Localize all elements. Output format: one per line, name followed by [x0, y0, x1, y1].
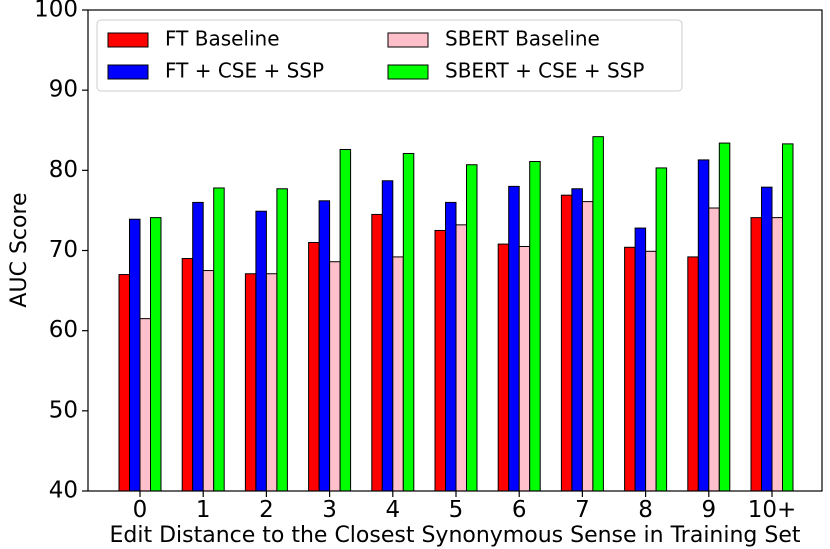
legend-swatch [107, 64, 149, 80]
bar-ft-baseline-3 [308, 241, 320, 492]
bar-ft-baseline-0 [118, 274, 130, 492]
bar-ft-baseline-7 [560, 194, 573, 492]
bar-sbert-cse-ssp-1 [213, 187, 225, 492]
bar-sbert-baseline-10plus [771, 217, 783, 492]
bar-sbert-baseline-4 [392, 256, 404, 492]
x-tick-label: 1 [196, 497, 211, 523]
x-tick-label: 6 [512, 497, 527, 523]
bar-sbert-cse-ssp-0 [150, 217, 162, 492]
bar-ft-baseline-8 [624, 246, 636, 492]
bar-sbert-baseline-2 [265, 273, 278, 492]
bar-sbert-baseline-1 [202, 270, 215, 492]
bar-sbert-baseline-9 [708, 207, 720, 492]
bar-sbert-cse-ssp-2 [276, 188, 288, 492]
bar-sbert-baseline-3 [329, 261, 341, 492]
x-axis-label: Edit Distance to the Closest Synonymous … [109, 523, 800, 548]
bar-sbert-baseline-0 [139, 318, 151, 492]
legend-frame [96, 19, 683, 92]
x-tick-label: 3 [322, 497, 337, 523]
legend-swatch [387, 32, 429, 48]
bar-ft-cse-ssp-6 [508, 185, 520, 492]
y-tick-label: 90 [49, 77, 78, 103]
bar-ft-baseline-5 [434, 229, 446, 492]
bar-sbert-baseline-6 [518, 245, 531, 492]
bar-sbert-cse-ssp-5 [466, 164, 478, 492]
bar-sbert-cse-ssp-8 [655, 167, 668, 492]
legend-swatch [387, 64, 429, 80]
bar-ft-cse-ssp-8 [634, 227, 647, 492]
x-tick-label: 2 [259, 497, 274, 523]
x-axis-ticks: 0 1 2 3 4 5 6 7 8 9 10+ [133, 491, 797, 523]
bar-ft-cse-ssp-9 [697, 159, 710, 492]
bar-ft-cse-ssp-1 [192, 201, 204, 492]
x-tick-label: 8 [638, 497, 653, 523]
x-tick-label: 0 [133, 497, 148, 523]
bar-sbert-cse-ssp-4 [402, 153, 415, 492]
x-tick-label: 9 [701, 497, 716, 523]
legend-label: SBERT + CSE + SSP [445, 59, 644, 83]
bars-group [118, 136, 794, 492]
bar-ft-cse-ssp-5 [445, 201, 457, 492]
bar-ft-baseline-10plus [750, 217, 762, 492]
legend-swatch [107, 32, 149, 48]
bar-ft-cse-ssp-2 [255, 210, 267, 492]
y-tick-label: 80 [49, 157, 78, 183]
bar-sbert-baseline-5 [455, 224, 467, 492]
bar-sbert-cse-ssp-9 [718, 142, 731, 492]
y-tick-label: 50 [49, 397, 78, 423]
y-tick-label: 100 [34, 0, 78, 23]
x-tick-label: 7 [575, 497, 590, 523]
bar-ft-baseline-4 [371, 213, 383, 492]
bar-ft-baseline-9 [687, 256, 699, 492]
bar-ft-cse-ssp-10plus [761, 186, 773, 492]
x-tick-label: 4 [385, 497, 400, 523]
bar-ft-baseline-2 [244, 273, 257, 492]
bar-ft-baseline-6 [497, 243, 510, 492]
y-axis-ticks: 40 50 60 70 80 90 100 [34, 0, 88, 504]
legend-label: SBERT Baseline [445, 27, 600, 51]
bar-ft-cse-ssp-7 [571, 188, 583, 492]
x-tick-label: 10+ [748, 497, 797, 523]
legend: FT Baseline FT + CSE + SSP SBERT Baseline S… [96, 19, 683, 92]
bar-ft-cse-ssp-0 [129, 218, 141, 492]
plot-frame [87, 9, 823, 492]
bar-sbert-baseline-7 [581, 201, 594, 492]
bar-sbert-cse-ssp-6 [529, 161, 541, 492]
legend-label: FT Baseline [165, 27, 280, 51]
bar-sbert-cse-ssp-3 [339, 148, 352, 492]
bar-ft-cse-ssp-3 [318, 200, 331, 492]
bar-sbert-cse-ssp-10plus [782, 143, 794, 492]
bar-sbert-baseline-8 [645, 250, 657, 492]
y-axis-label: AUC Score [7, 192, 32, 307]
y-tick-label: 40 [49, 478, 78, 504]
y-tick-label: 60 [49, 317, 78, 343]
bar-sbert-cse-ssp-7 [592, 136, 604, 492]
legend-label: FT + CSE + SSP [165, 59, 324, 83]
bar-ft-cse-ssp-4 [381, 180, 394, 492]
bar-ft-baseline-1 [181, 258, 194, 492]
x-tick-label: 5 [449, 497, 464, 523]
y-tick-label: 70 [49, 237, 78, 263]
